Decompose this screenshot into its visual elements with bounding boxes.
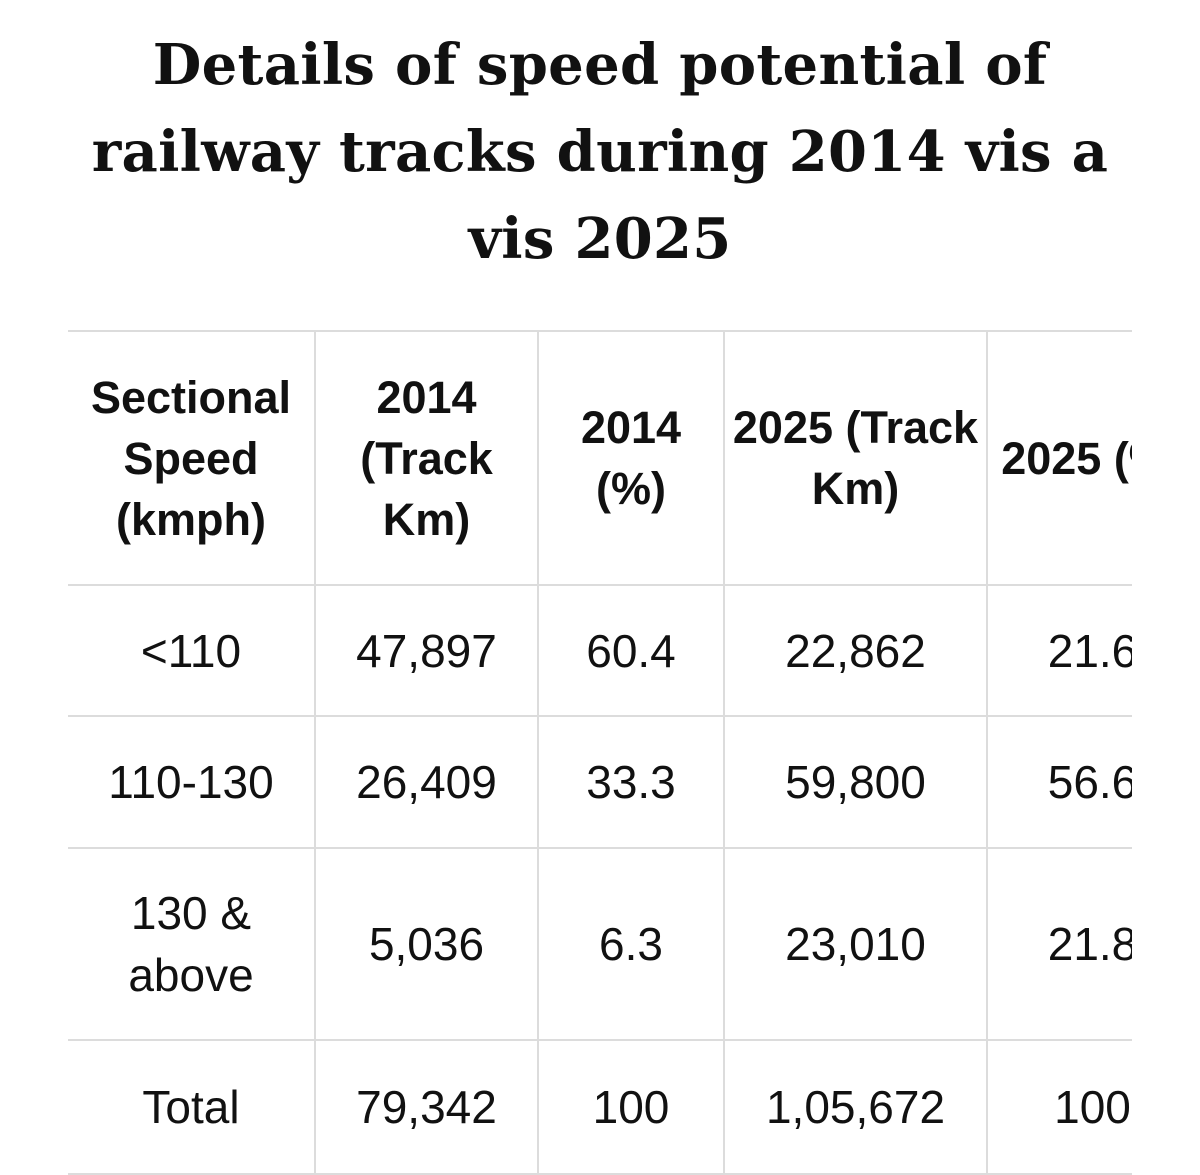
cell-2025-track-km: 1,05,672 [723, 1039, 988, 1175]
table-row: 130 & above 5,036 6.3 23,010 21.8 [68, 847, 1132, 1041]
header-2025-track-km: 2025 (Track Km) [723, 330, 988, 586]
cell-2025-track-km: 22,862 [723, 584, 988, 717]
header-2025-percent: 2025 (%) [986, 330, 1132, 586]
cell-2025-track-km: 23,010 [723, 847, 988, 1041]
table-row: <110 47,897 60.4 22,862 21.6 [68, 584, 1132, 717]
cell-sectional-speed: 130 & above [68, 847, 316, 1041]
cell-2025-percent: 21.8 [986, 847, 1132, 1041]
cell-2014-track-km: 47,897 [314, 584, 539, 717]
page-title: Details of speed potential of railway tr… [91, 32, 1109, 272]
cell-2014-percent: 100 [537, 1039, 725, 1175]
cell-2025-percent: 56.6 [986, 715, 1132, 849]
header-2014-track-km: 2014 (Track Km) [314, 330, 539, 586]
cell-total-label: Total [68, 1039, 316, 1175]
cell-2014-track-km: 5,036 [314, 847, 539, 1041]
speed-potential-table: Sectional Speed (kmph) 2014 (Track Km) 2… [68, 330, 1132, 1175]
cell-2014-percent: 6.3 [537, 847, 725, 1041]
header-2014-percent: 2014 (%) [537, 330, 725, 586]
table-row: 110-130 26,409 33.3 59,800 56.6 [68, 715, 1132, 849]
header-sectional-speed: Sectional Speed (kmph) [68, 330, 316, 586]
cell-2014-percent: 60.4 [537, 584, 725, 717]
speed-table-container: Sectional Speed (kmph) 2014 (Track Km) 2… [68, 330, 1132, 1175]
cell-2025-percent: 100 [986, 1039, 1132, 1175]
cell-2025-track-km: 59,800 [723, 715, 988, 849]
table-header-row: Sectional Speed (kmph) 2014 (Track Km) 2… [68, 330, 1132, 586]
table-row-total: Total 79,342 100 1,05,672 100 [68, 1039, 1132, 1175]
cell-sectional-speed: 110-130 [68, 715, 316, 849]
cell-2014-track-km: 26,409 [314, 715, 539, 849]
cell-sectional-speed: <110 [68, 584, 316, 717]
cell-2014-percent: 33.3 [537, 715, 725, 849]
cell-2025-percent: 21.6 [986, 584, 1132, 717]
cell-2014-track-km: 79,342 [314, 1039, 539, 1175]
